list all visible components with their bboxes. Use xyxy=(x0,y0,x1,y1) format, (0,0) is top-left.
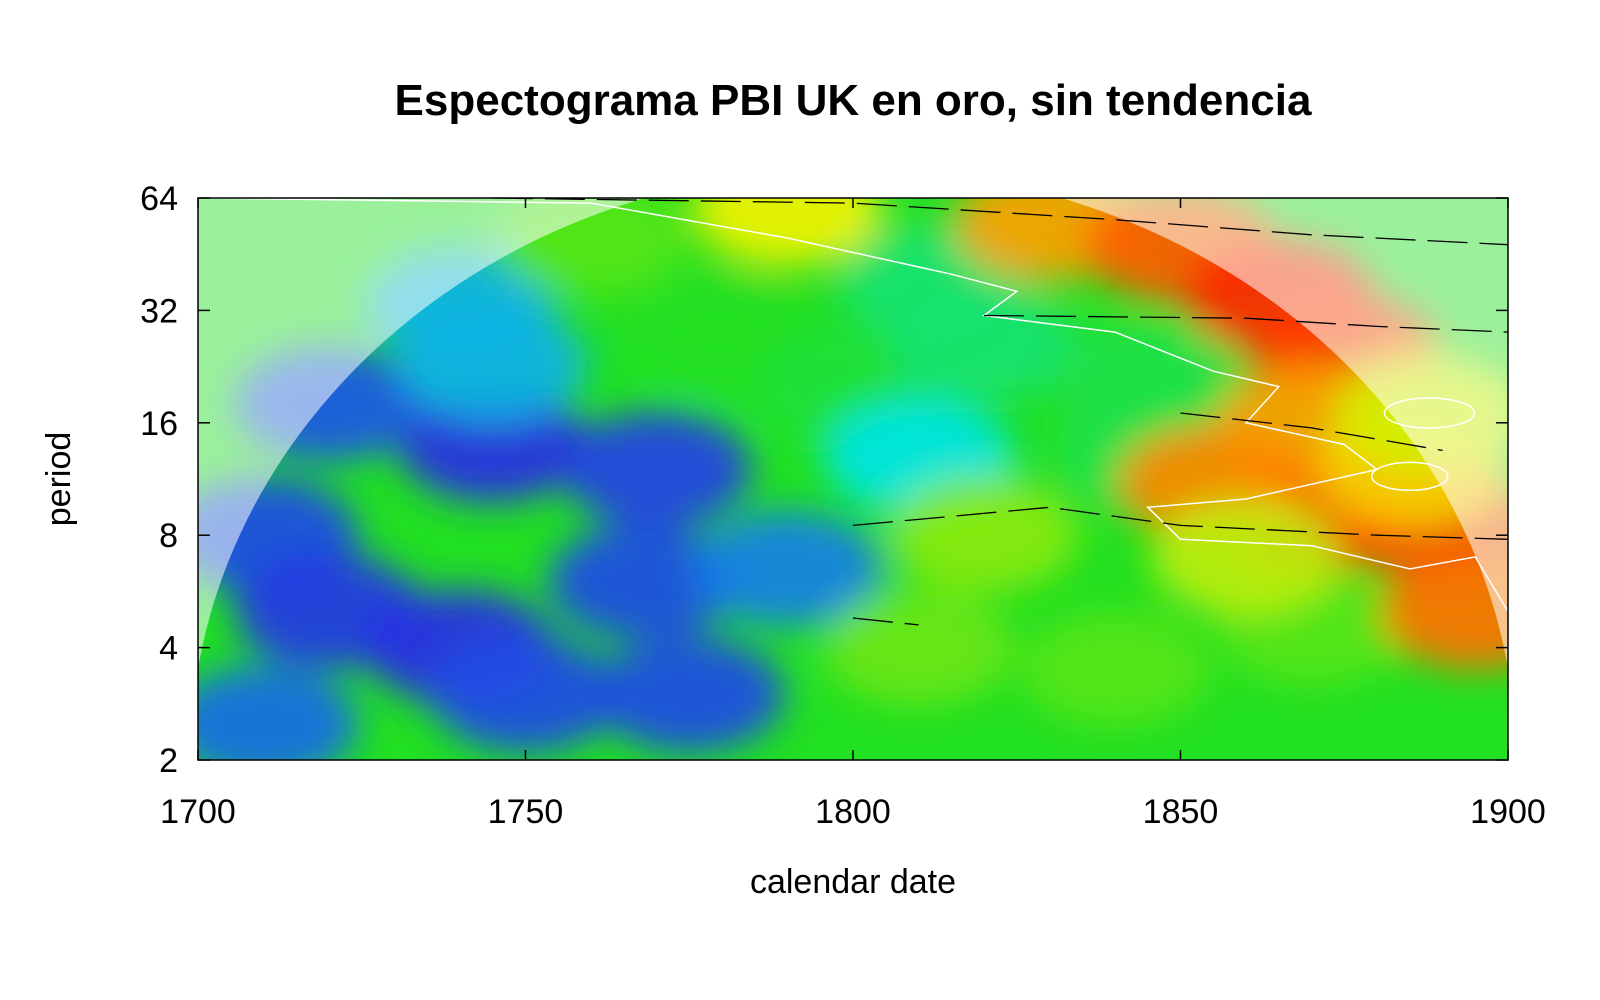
significance-contours xyxy=(198,198,1508,612)
y-axis: 2 4 8 16 32 64 xyxy=(140,180,1508,780)
y-tick-label: 32 xyxy=(140,292,178,330)
power-region xyxy=(397,305,588,422)
ridge-line xyxy=(1180,412,1443,452)
power-region xyxy=(692,198,883,267)
y-tick-label: 64 xyxy=(140,180,178,218)
ridge-line xyxy=(492,198,1508,246)
y-tick-label: 2 xyxy=(159,742,178,780)
ridge-lines xyxy=(492,198,1508,626)
x-tick-label: 1900 xyxy=(1470,793,1546,831)
y-tick-label: 8 xyxy=(159,517,178,555)
power-region xyxy=(397,386,588,503)
power-region xyxy=(692,510,883,627)
power-region xyxy=(889,477,1079,594)
x-axis-label: calendar date xyxy=(750,863,956,901)
power-region xyxy=(1151,498,1341,615)
x-tick-label: 1750 xyxy=(488,793,564,831)
coi-mask xyxy=(198,198,1508,760)
x-tick-label: 1700 xyxy=(160,793,236,831)
power-region xyxy=(1380,553,1508,670)
y-axis-label: period xyxy=(40,432,78,527)
power-region xyxy=(889,286,1079,403)
power-region xyxy=(1020,611,1210,728)
significance-contour-island xyxy=(1371,461,1449,492)
ridge-line xyxy=(983,314,1508,333)
power-region xyxy=(561,411,752,528)
y-tick-label: 16 xyxy=(140,405,178,443)
significance-contour xyxy=(198,198,1508,612)
chart-title: Espectograma PBI UK en oro, sin tendenci… xyxy=(395,76,1312,125)
x-tick-label: 1800 xyxy=(815,793,891,831)
power-region xyxy=(198,665,359,760)
ridge-line xyxy=(852,506,1508,540)
ridge-line xyxy=(852,617,919,626)
power-region xyxy=(548,523,739,640)
power-heatmap xyxy=(198,198,1508,760)
x-tick-label: 1850 xyxy=(1143,793,1219,831)
power-region xyxy=(594,636,785,753)
power-region xyxy=(430,636,621,753)
power-region xyxy=(823,589,1014,706)
x-axis: 1700 1750 1800 1850 1900 xyxy=(160,198,1546,831)
y-tick-label: 4 xyxy=(159,630,178,668)
significance-contour-island xyxy=(1383,397,1476,429)
plot-area xyxy=(198,198,1508,760)
cone-of-influence-shade xyxy=(198,198,1508,760)
